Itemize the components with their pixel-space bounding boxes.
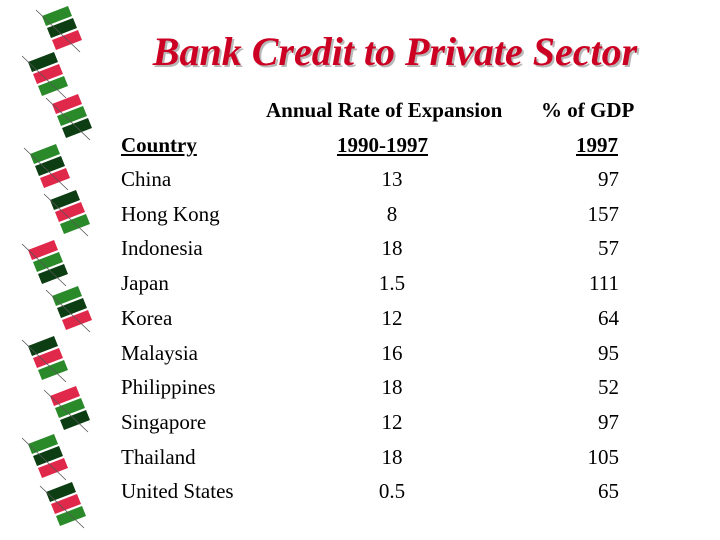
row-gdp: 95 xyxy=(598,340,619,365)
row-expansion: 13 xyxy=(381,167,403,191)
row-expansion: 18 xyxy=(381,236,403,261)
header-annual-rate: Annual Rate of Expansion xyxy=(266,98,503,122)
row-country: Singapore xyxy=(121,409,207,434)
row-country: United States xyxy=(121,479,234,504)
decorative-border-strip xyxy=(21,6,92,529)
row-expansion: 0.5 xyxy=(378,479,406,504)
row-expansion: 1.5 xyxy=(378,271,406,296)
row-expansion: 18 xyxy=(381,444,403,469)
row-gdp: 105 xyxy=(587,444,620,469)
row-expansion: 18 xyxy=(381,375,403,400)
row-expansion: 16 xyxy=(381,340,403,365)
row-gdp: 65 xyxy=(598,479,619,504)
row-gdp: 97 xyxy=(598,409,619,434)
row-gdp: 97 xyxy=(598,167,619,191)
row-country: Korea xyxy=(121,305,173,330)
row-expansion: 12 xyxy=(381,409,403,434)
row-expansion: 8 xyxy=(386,201,398,226)
row-country: Malaysia xyxy=(121,340,198,365)
row-gdp: 57 xyxy=(598,236,619,261)
header-pct-gdp: % of GDP xyxy=(541,98,635,122)
row-gdp: 52 xyxy=(598,375,619,400)
header-year: 1997 xyxy=(576,133,618,157)
row-country: Thailand xyxy=(121,444,196,469)
row-expansion: 12 xyxy=(381,305,403,330)
row-country: Philippines xyxy=(121,375,216,400)
header-period: 1990-1997 xyxy=(337,133,428,157)
row-country: Japan xyxy=(121,271,169,296)
row-gdp: 64 xyxy=(598,305,619,330)
row-gdp: 111 xyxy=(589,271,619,296)
header-country: Country xyxy=(121,133,197,157)
row-country: China xyxy=(121,167,172,191)
slide-title: Bank Credit to Private Sector xyxy=(152,29,638,74)
row-country: Indonesia xyxy=(121,236,203,261)
row-country: Hong Kong xyxy=(121,201,220,226)
row-gdp: 157 xyxy=(587,201,620,226)
